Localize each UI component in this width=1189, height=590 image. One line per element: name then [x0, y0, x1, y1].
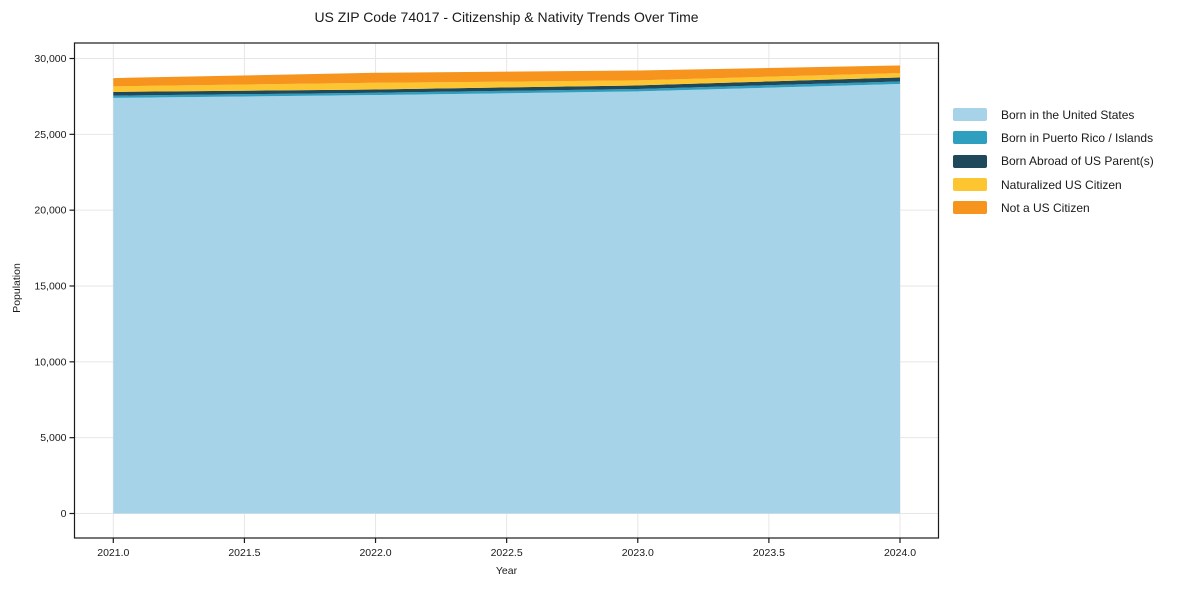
x-tick-label: 2021.5	[228, 547, 260, 559]
legend-label: Born in the United States	[1001, 107, 1135, 122]
x-tick-label: 2021.0	[97, 547, 129, 559]
x-tick-label: 2023.5	[753, 547, 785, 559]
legend-swatch-not-citizen	[953, 201, 987, 215]
y-tick-label: 10,000	[34, 356, 66, 368]
x-tick-label: 2022.0	[359, 547, 391, 559]
legend-item-born-in-us: Born in the United States	[953, 103, 1154, 126]
y-tick-label: 0	[61, 508, 67, 520]
legend-swatch-puerto-rico	[953, 131, 987, 145]
y-tick-label: 5,000	[40, 432, 66, 444]
area-series-3	[113, 73, 901, 92]
x-tick-label: 2024.0	[884, 547, 916, 559]
legend-label: Naturalized US Citizen	[1001, 177, 1122, 192]
legend: Born in the United States Born in Puerto…	[953, 103, 1154, 219]
legend-item-naturalized: Naturalized US Citizen	[953, 173, 1154, 196]
legend-item-not-citizen: Not a US Citizen	[953, 196, 1154, 219]
area-series-2	[113, 77, 901, 96]
legend-item-puerto-rico: Born in Puerto Rico / Islands	[953, 126, 1154, 149]
y-tick-label: 20,000	[34, 205, 66, 217]
chart-title: US ZIP Code 74017 - Citizenship & Nativi…	[314, 9, 699, 25]
legend-label: Not a US Citizen	[1001, 200, 1090, 215]
area-series-1	[113, 81, 901, 98]
x-axis-label: Year	[495, 565, 518, 577]
y-axis-label: Population	[11, 263, 23, 313]
x-tick-label: 2022.5	[491, 547, 523, 559]
legend-swatch-born-abroad	[953, 154, 987, 168]
legend-item-born-abroad: Born Abroad of US Parent(s)	[953, 150, 1154, 173]
y-tick-label: 25,000	[34, 129, 66, 141]
legend-label: Born in Puerto Rico / Islands	[1001, 130, 1154, 145]
area-series-4	[113, 65, 901, 87]
y-tick-label: 15,000	[34, 281, 66, 293]
x-tick-label: 2023.0	[622, 547, 654, 559]
legend-swatch-naturalized	[953, 178, 987, 192]
y-tick-label: 30,000	[34, 53, 66, 65]
area-series-0	[113, 83, 901, 514]
legend-label: Born Abroad of US Parent(s)	[1001, 154, 1154, 169]
legend-swatch-born-in-us	[953, 108, 987, 122]
